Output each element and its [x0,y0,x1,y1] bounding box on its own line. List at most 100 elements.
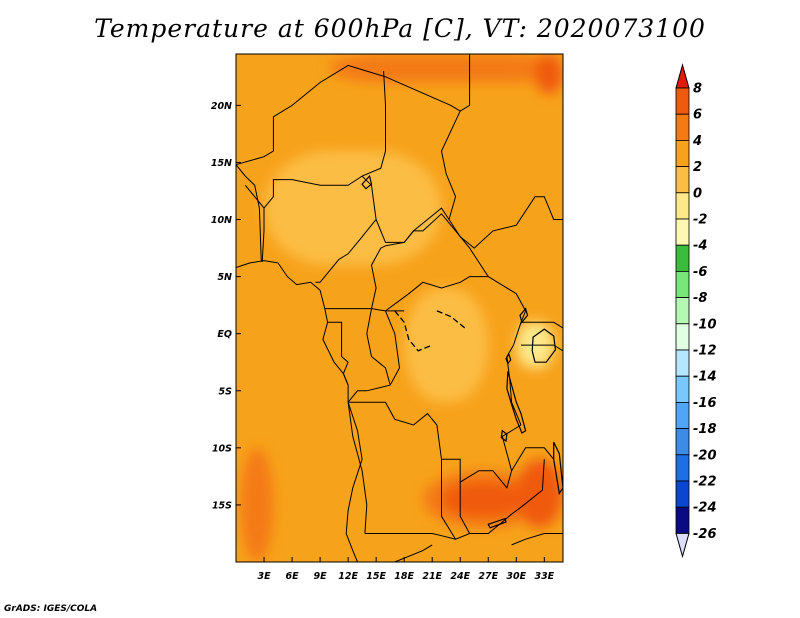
lon-tick-label: 30E [506,571,526,582]
legend-label: -18 [693,422,717,437]
credit-text: GrADS: IGES/COLA [4,604,98,614]
border-line [459,482,471,534]
lat-tick-label: 10S [212,443,232,454]
temperature-region-sw-warm [240,447,274,562]
legend-swatch [675,87,690,115]
legend-swatch [675,297,690,325]
border-line [511,447,555,471]
lake-tanganyika [506,371,527,434]
lat-tick-label: 15S [212,500,232,511]
legend-label: 2 [693,160,702,175]
lake-kariba [487,517,507,529]
legend-swatch [675,218,690,246]
temperature-region-congo-mild [404,288,489,403]
lake-mweru [500,429,508,443]
legend-label: 6 [693,108,702,123]
lon-tick-label: 27E [478,571,498,582]
legend-swatch [675,166,690,194]
legend-label: -24 [693,501,717,516]
lon-tick-label: 18E [394,571,414,582]
legend-label: -20 [693,448,717,463]
legend-swatch [675,375,690,403]
legend-label: 0 [693,186,702,201]
border-line [236,164,263,262]
temperature-field [240,54,563,562]
temperature-region-sahel-mild [264,151,442,266]
legend-label: -26 [693,527,717,542]
legend-label: -2 [693,213,707,228]
border-line [366,544,433,562]
legend-label: -6 [693,265,707,280]
river-line [436,310,466,329]
latitude-axis: 20N 15N 10N 5N EQ 5S 10S 15S [211,101,241,511]
color-legend: 8 6 4 2 0 -2 -4 -6 -8 -10 -12 -14 -16 -18 -20 -22 -24 -26 [675,63,717,559]
coastline [236,260,363,562]
legend-swatch [675,113,690,141]
rivers [394,310,466,352]
lake-chad [361,174,373,190]
legend-swatch [675,270,690,298]
lat-tick-label: 5S [219,386,233,397]
river-line [394,310,433,352]
lon-tick-label: 24E [450,571,470,582]
border-line [511,533,563,546]
legend-swatch [675,323,690,351]
lon-tick-label: 9E [314,571,328,582]
temperature-region-mozambique-warm [516,459,563,528]
legend-swatch [675,349,690,377]
lon-tick-label: 21E [422,571,442,582]
legend-swatch [675,506,690,534]
legend-swatch [675,192,690,220]
legend-label: -22 [693,475,717,490]
lon-tick-label: 3E [257,571,271,582]
lon-tick-label: 12E [338,571,358,582]
temperature-region-warm-north-band [329,54,563,83]
legend-top-arrow [675,63,690,89]
border-line [263,175,377,283]
legend-swatch [675,454,690,482]
lakes [361,174,563,529]
legend-label: -8 [693,291,707,306]
longitude-axis: 3E 6E 9E 12E 15E 18E 21E 24E 27E 30E 33E [257,557,555,582]
lat-tick-label: 5N [217,272,232,283]
lake-victoria [531,328,557,363]
border-line [236,54,471,166]
border-line [348,401,522,489]
lake-albert [519,307,529,324]
border-line [488,276,527,426]
legend-label: 8 [693,82,702,97]
lake-kivu [505,352,512,365]
lat-tick-label: EQ [217,329,232,340]
border-line [448,196,563,249]
map-frame [235,53,564,563]
border-line [521,344,563,352]
legend-label: -16 [693,396,717,411]
legend-label: -4 [693,239,707,254]
border-line [361,71,386,177]
border-line [347,402,368,534]
lon-tick-label: 33E [534,571,554,582]
legend-bottom-arrow [675,532,690,559]
lake-malawi [553,441,563,496]
border-line [521,321,563,329]
legend-label: 4 [692,134,702,149]
border-line [375,110,461,243]
temperature-region-red-sea-warm [534,54,563,94]
border-line [364,459,545,540]
map-title: Temperature at 600hPa [C], VT: 202007310… [94,14,706,43]
legend-swatch [675,428,690,456]
legend-swatch [675,244,690,272]
lat-tick-label: 15N [211,158,232,169]
country-borders [236,54,563,562]
temperature-region-zambia-hot [441,482,526,517]
lat-tick-label: 10N [211,215,232,226]
border-line [370,213,490,312]
legend-swatch [675,480,690,508]
lon-tick-label: 6E [286,571,300,582]
lat-tick-label: 20N [211,101,232,112]
border-line [347,310,401,403]
legend-label: -10 [693,317,717,332]
legend-label: -12 [693,344,717,359]
legend-swatch [675,401,690,429]
